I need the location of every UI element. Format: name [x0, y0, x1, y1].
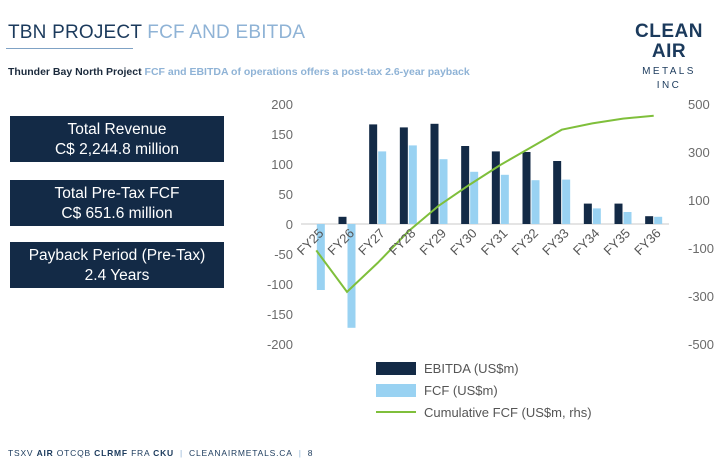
y-tick-label: 100 — [271, 157, 293, 172]
logo-line-1: CLEAN AIR — [635, 21, 703, 62]
bar-ebitda — [645, 216, 654, 224]
footer-website-link[interactable]: CLEANAIRMETALS.CA — [189, 448, 293, 458]
footer: TSXV AIR OTCQB CLRMF FRA CKU | CLEANAIRMET… — [8, 448, 313, 458]
bar-fcf — [562, 179, 571, 224]
kpi-label: Total Pre-Tax FCF — [54, 185, 180, 202]
y-tick-label: -50 — [274, 247, 293, 262]
page-number: 8 — [307, 448, 314, 458]
kpi-total-fcf: Total Pre-Tax FCF C$ 651.6 million — [10, 180, 224, 226]
legend-swatch-ebitda — [376, 362, 416, 375]
x-tick-label: FY27 — [355, 226, 388, 259]
bar-fcf — [654, 216, 663, 224]
bar-ebitda — [369, 124, 378, 224]
footer-ticker-air: AIR — [36, 448, 54, 458]
legend-label: FCF (US$m) — [424, 383, 498, 398]
page-title-main: TBN PROJECT — [8, 22, 142, 43]
x-tick-label: FY28 — [386, 226, 419, 259]
page-title: TBN PROJECT FCF AND EBITDA — [8, 22, 305, 44]
bar-ebitda — [461, 146, 470, 224]
y-tick-label: 150 — [271, 127, 293, 142]
subtitle-main: Thunder Bay North Project — [8, 66, 142, 78]
bar-fcf — [531, 180, 540, 224]
bar-fcf — [408, 145, 417, 224]
legend-label: EBITDA (US$m) — [424, 361, 519, 376]
company-logo: CLEAN AIR METALS INC — [630, 22, 708, 93]
legend-label: Cumulative FCF (US$m, rhs) — [424, 405, 592, 420]
footer-exchange-otcqb: OTCQB — [53, 448, 95, 458]
footer-exchange-tsxv: TSXV — [8, 448, 37, 458]
y2-tick-label: -500 — [688, 337, 714, 352]
kpi-label: Total Revenue — [67, 121, 167, 138]
x-tick-label: FY34 — [570, 226, 603, 259]
x-tick-label: FY31 — [478, 226, 511, 259]
y-tick-label: -150 — [267, 307, 293, 322]
y-tick-label: -100 — [267, 277, 293, 292]
x-tick-label: FY29 — [417, 226, 450, 259]
kpi-value: C$ 2,244.8 million — [54, 141, 180, 158]
bar-ebitda — [491, 151, 500, 224]
y2-tick-label: -100 — [688, 241, 714, 256]
footer-exchange-fra: FRA — [127, 448, 154, 458]
y-tick-label: 50 — [279, 187, 293, 202]
x-tick-label: FY32 — [509, 226, 542, 259]
bar-fcf — [592, 208, 601, 224]
bar-fcf — [500, 174, 509, 224]
bar-fcf — [623, 212, 632, 224]
bar-ebitda — [553, 161, 562, 224]
bar-fcf — [439, 159, 448, 224]
x-tick-label: FY35 — [601, 226, 634, 259]
bar-ebitda — [430, 123, 439, 224]
kpi-value: 2.4 Years — [84, 267, 150, 284]
footer-ticker-cku: CKU — [153, 448, 174, 458]
x-tick-label: FY33 — [539, 226, 572, 259]
footer-separator: | — [298, 448, 302, 458]
footer-separator: | — [180, 448, 184, 458]
kpi-label: Payback Period (Pre-Tax) — [28, 247, 206, 264]
kpi-total-revenue: Total Revenue C$ 2,244.8 million — [10, 116, 224, 162]
bar-ebitda — [583, 203, 592, 224]
bar-fcf — [378, 151, 387, 224]
x-tick-label: FY36 — [631, 226, 664, 259]
bar-ebitda — [399, 127, 408, 224]
y2-tick-label: 300 — [688, 145, 710, 160]
bar-fcf — [470, 171, 479, 224]
footer-ticker-clrmf: CLRMF — [94, 448, 128, 458]
title-underline — [6, 48, 133, 49]
y-tick-label: 0 — [286, 217, 293, 232]
y2-tick-label: 500 — [688, 97, 710, 112]
logo-line-2: METALS INC — [642, 66, 696, 91]
subtitle-accent: FCF and EBITDA of operations offers a po… — [144, 66, 470, 78]
x-tick-label: FY30 — [447, 226, 480, 259]
bar-fcf — [347, 224, 356, 328]
page-title-accent: FCF AND EBITDA — [147, 22, 306, 43]
y2-tick-label: 100 — [688, 193, 710, 208]
legend-swatch-fcf — [376, 384, 416, 397]
fcf-ebitda-chart: 200150100500-50-100-150-200500300100-100… — [267, 97, 714, 420]
bar-ebitda — [522, 152, 531, 224]
y2-tick-label: -300 — [688, 289, 714, 304]
page-subtitle: Thunder Bay North Project FCF and EBITDA… — [8, 66, 470, 78]
bar-ebitda — [338, 216, 347, 224]
line-cumulative-fcf — [315, 114, 654, 294]
kpi-value: C$ 651.6 million — [61, 205, 173, 222]
bar-ebitda — [614, 203, 623, 224]
y-tick-label: -200 — [267, 337, 293, 352]
kpi-payback-period: Payback Period (Pre-Tax) 2.4 Years — [10, 242, 224, 288]
y-tick-label: 200 — [271, 97, 293, 112]
